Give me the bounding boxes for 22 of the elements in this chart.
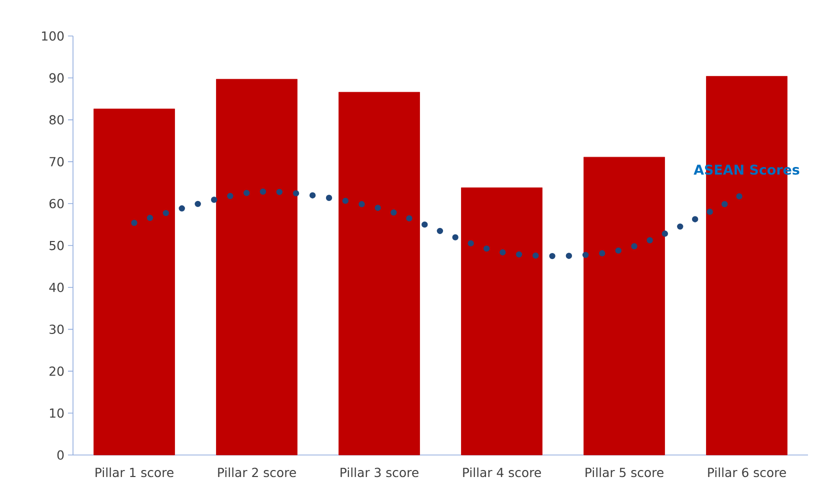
x-tick-label: Pillar 2 score	[218, 468, 296, 478]
y-tick-label: 70	[50, 156, 64, 166]
x-tick-label: Pillar 1 score	[96, 468, 174, 478]
y-tick-label: 20	[50, 366, 64, 376]
y-tick-label: 80	[49, 115, 64, 124]
bar	[338, 92, 420, 456]
y-tick-label: 10	[50, 408, 64, 418]
y-tick-label: 50	[50, 240, 64, 250]
y-tick-label: 0	[57, 450, 64, 460]
y-tick-label: 90	[49, 73, 64, 83]
x-tick-label: Pillar 6 score	[708, 468, 786, 478]
y-tick-label: 40	[49, 282, 64, 292]
y-tick-label: 60	[50, 198, 64, 208]
y-tick-label: 30	[50, 324, 64, 334]
bar	[461, 187, 542, 456]
bar	[584, 156, 665, 456]
x-tick-label: Pillar 5 score	[586, 468, 664, 478]
y-tick-label: 100	[42, 31, 64, 41]
bar	[94, 108, 175, 456]
bar	[216, 78, 298, 456]
x-tick-label: Pillar 3 score	[340, 468, 418, 478]
x-tick-label: Pillar 4 score	[463, 468, 541, 478]
